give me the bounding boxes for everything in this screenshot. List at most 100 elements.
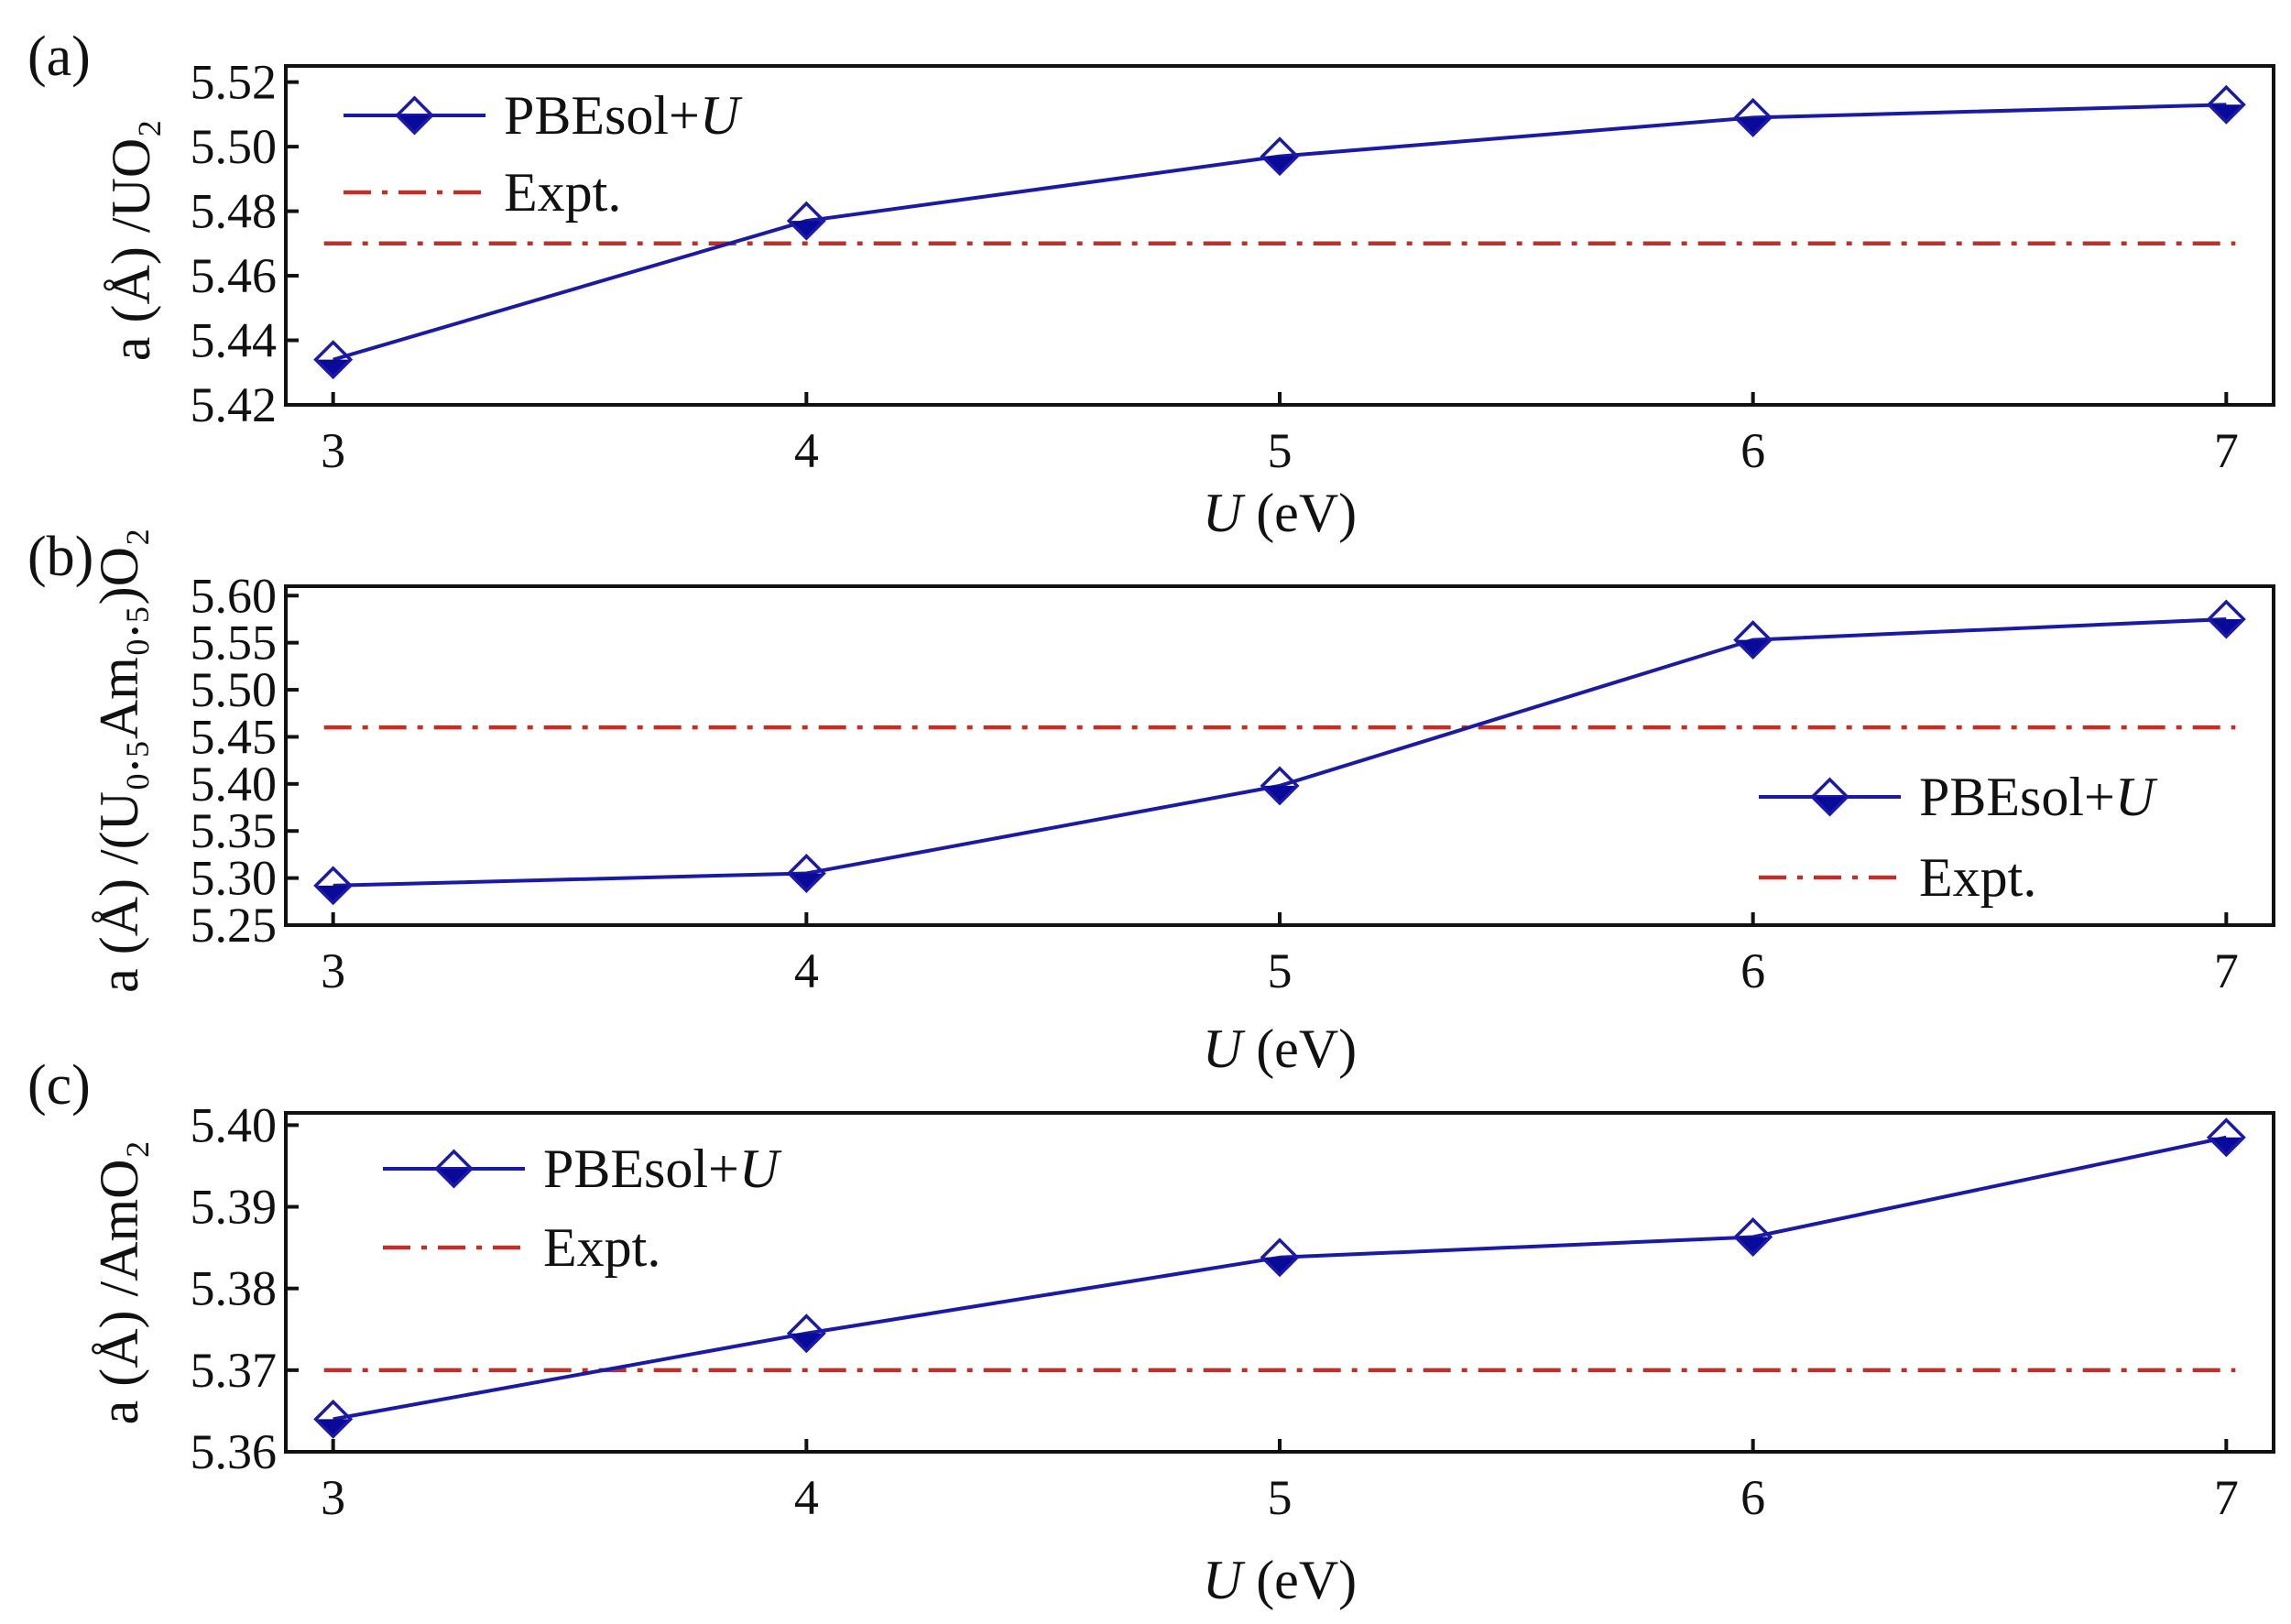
panel-a-legend-marker-fill	[397, 115, 432, 133]
panel-a-point-4-fill	[2209, 104, 2244, 123]
panel-c-legend-series-label: PBEsol+U	[543, 1139, 782, 1199]
panel-b-legend-series-swatch-marker	[1810, 777, 1849, 817]
panel-a-legend: PBEsol+U Expt.	[344, 85, 743, 223]
panel-b-point-2-fill	[1262, 785, 1297, 803]
panel-a-ytick-2-label: 5.46	[191, 248, 278, 303]
panel-a-xlabel-italic: U	[1203, 483, 1246, 543]
panel-a-point-1-outline	[786, 201, 826, 241]
panel-a: (a) 5.42 5.44 5.46 5.48 5.50 5.52 3 4 5 …	[27, 26, 2275, 543]
panel-b-xtick-2-label: 5	[1268, 943, 1293, 998]
panel-b-ytick-7-label: 5.60	[191, 568, 278, 623]
panel-c-xlabel-italic: U	[1203, 1550, 1246, 1610]
panel-c-legend-series-swatch-marker	[434, 1149, 474, 1189]
panel-a-ylabel: a (Å) /UO₂	[101, 119, 161, 361]
panel-b-ytick-1-label: 5.30	[191, 851, 278, 906]
panel-c-point-3	[1733, 1217, 1773, 1257]
panel-c-ytick-0-label: 5.36	[191, 1424, 278, 1479]
panel-a-ytick-3-label: 5.48	[191, 184, 278, 239]
panel-b-ytick-3: 5.40	[191, 757, 299, 812]
panel-a-ytick-1-label: 5.44	[191, 313, 278, 368]
panel-b-xtick-1-label: 4	[794, 943, 819, 998]
panel-b-legend: PBEsol+U Expt.	[1759, 767, 2158, 908]
panel-c-point-2-fill	[1262, 1257, 1297, 1275]
panel-c-point-0-fill	[315, 1419, 351, 1437]
panel-a-ytick-4-label: 5.50	[191, 119, 278, 174]
panel-b-ytick-6: 5.55	[191, 616, 299, 670]
panel-b-xtick-4-label: 7	[2214, 943, 2239, 998]
panel-a-xtick-3: 6	[1740, 392, 1765, 478]
panel-a-legend-series-italic: U	[700, 85, 743, 146]
panel-b: (b) 5.25 5.30 5.35 5.40 5.45 5.50 5.55 5…	[27, 526, 2275, 1079]
panel-c-ytick-3-label: 5.39	[191, 1180, 278, 1235]
panel-a-ytick-4: 5.50	[191, 119, 299, 174]
panel-a-point-3	[1733, 97, 1773, 137]
panel-b-xlabel: U (eV)	[1203, 1019, 1357, 1079]
panel-c-point-0	[313, 1399, 354, 1439]
panel-b-ytick-0-label: 5.25	[191, 898, 278, 953]
panel-b-point-3	[1733, 620, 1773, 660]
panel-b-legend-marker-fill	[1812, 797, 1848, 814]
panel-b-point-1-outline	[786, 853, 826, 893]
panel-b-point-2-outline	[1260, 766, 1300, 806]
panel-c-ytick-2: 5.38	[191, 1261, 299, 1316]
panel-b-ytick-2-label: 5.35	[191, 803, 278, 858]
panel-b-xtick-3-label: 6	[1740, 943, 1765, 998]
panel-a-label: (a)	[27, 26, 91, 88]
panel-b-legend-marker-outline	[1810, 777, 1849, 817]
panel-a-point-3-outline	[1733, 97, 1773, 137]
panel-b-ytick-4: 5.45	[191, 709, 299, 764]
panel-c-ytick-1: 5.37	[191, 1343, 299, 1398]
panel-b-point-0-fill	[315, 885, 351, 903]
panel-b-legend-expt-label: Expt.	[1919, 847, 2036, 908]
panel-a-xtick-1-label: 4	[794, 423, 819, 478]
panel-c-xtick-2: 5	[1268, 1439, 1293, 1525]
panel-b-legend-series-label: PBEsol+U	[1919, 767, 2158, 827]
panel-c-ylabel: a (Å) /AmO₂	[89, 1140, 149, 1425]
panel-b-ytick-2: 5.35	[191, 803, 299, 858]
panel-a-point-3-fill	[1735, 117, 1771, 136]
panel-c-markers	[313, 1117, 2246, 1439]
panel-b-legend-series-italic: U	[2115, 767, 2158, 827]
panel-b-ytick-0: 5.25	[191, 898, 299, 953]
panel-b-ytick-1: 5.30	[191, 851, 299, 906]
panel-a-point-4	[2206, 84, 2246, 125]
panel-c-point-3-outline	[1733, 1217, 1773, 1257]
panel-b-yticks: 5.25 5.30 5.35 5.40 5.45 5.50 5.55 5.60	[191, 568, 299, 953]
panel-a-xtick-3-label: 6	[1740, 423, 1765, 478]
panel-a-xtick-1: 4	[794, 392, 819, 478]
panel-b-xlabel-rest: (eV)	[1242, 1019, 1357, 1079]
panel-b-point-3-fill	[1735, 639, 1771, 658]
panel-c-xlabel-rest: (eV)	[1242, 1550, 1357, 1610]
panel-a-xticks: 3 4 5 6 7	[321, 392, 2239, 478]
panel-a-xtick-2-label: 5	[1268, 423, 1293, 478]
panel-c-xlabel: U (eV)	[1203, 1550, 1357, 1610]
panel-c-xtick-2-label: 5	[1268, 1470, 1293, 1525]
panel-c-ytick-1-label: 5.37	[191, 1343, 278, 1398]
panel-b-markers	[313, 599, 2246, 906]
panel-b-xtick-1: 4	[794, 912, 819, 998]
panel-b-point-1	[786, 853, 826, 893]
panel-b-ytick-4-label: 5.45	[191, 709, 278, 764]
panel-a-markers	[313, 84, 2246, 380]
panel-c-point-4-outline	[2206, 1117, 2246, 1158]
panel-a-xlabel: U (eV)	[1203, 483, 1357, 543]
panel-b-ytick-5-label: 5.50	[191, 662, 278, 717]
panel-b-xlabel-italic: U	[1203, 1019, 1246, 1079]
panel-b-ylabel: a (Å) /(U₀.₅Am₀.₅)O₂	[89, 528, 149, 993]
panel-a-legend-marker-outline	[395, 95, 434, 136]
panel-b-point-1-fill	[789, 873, 824, 891]
panel-c-legend-marker-fill	[436, 1169, 472, 1186]
panel-b-label: (b)	[27, 526, 93, 588]
panel-b-legend-series-prefix: PBEsol+	[1919, 767, 2115, 827]
panel-a-xlabel-rest: (eV)	[1242, 483, 1357, 543]
panel-a-legend-expt-label: Expt.	[504, 162, 621, 223]
panel-b-ytick-5: 5.50	[191, 662, 299, 717]
panel-a-xtick-0: 3	[321, 392, 345, 478]
panel-b-point-4	[2206, 599, 2246, 639]
panel-a-ytick-5: 5.52	[191, 55, 299, 110]
panel-c-legend: PBEsol+U Expt.	[383, 1139, 782, 1278]
panel-a-ytick-5-label: 5.52	[191, 55, 278, 110]
panel-b-xtick-0-label: 3	[321, 943, 345, 998]
panel-c-xtick-3-label: 6	[1740, 1470, 1765, 1525]
